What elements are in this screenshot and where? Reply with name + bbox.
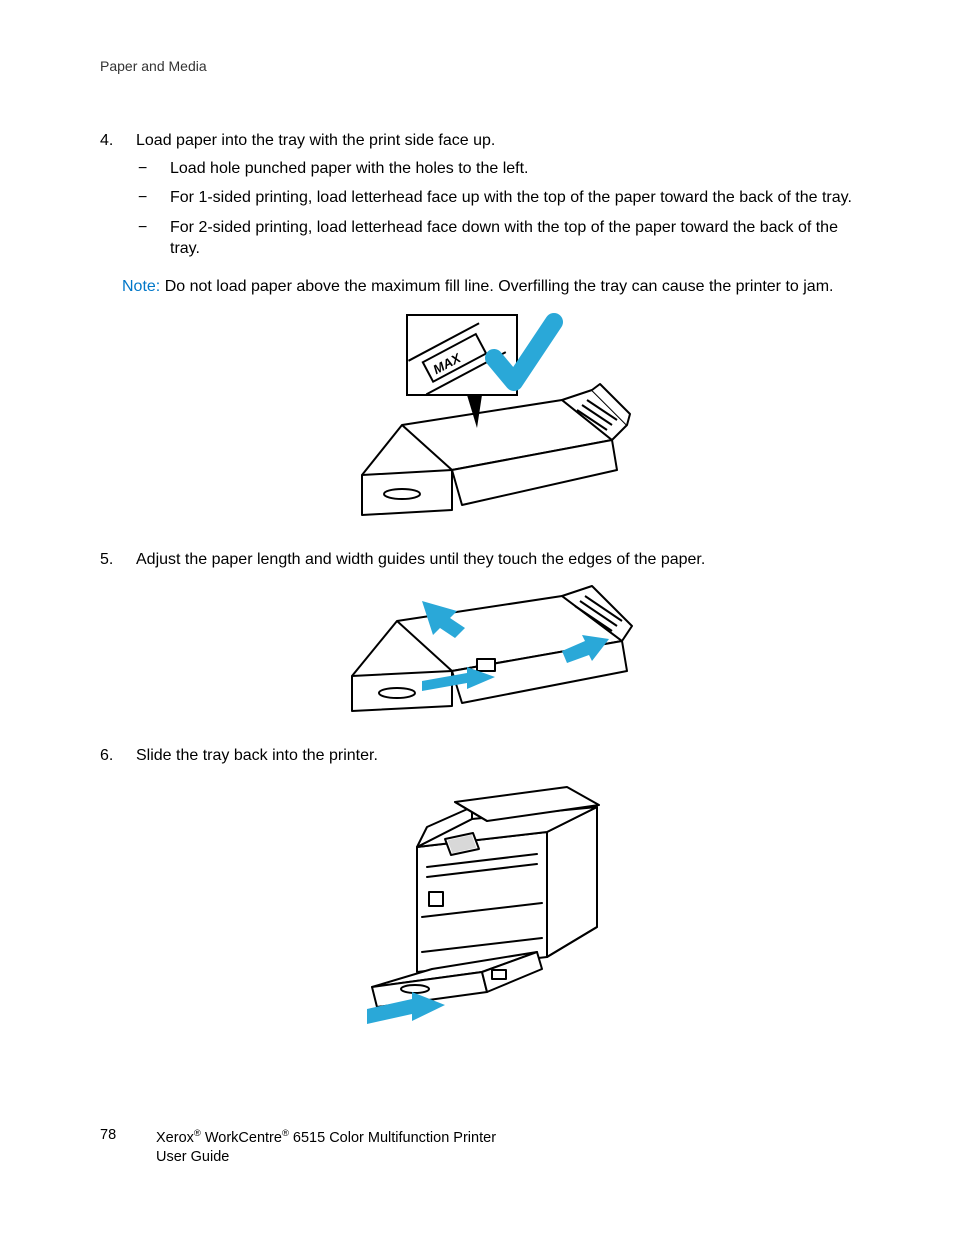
- step-4-text: Load paper into the tray with the print …: [136, 130, 864, 152]
- step-4-sub-3: − For 2-sided printing, load letterhead …: [136, 217, 864, 260]
- step-4-sub-2-text: For 1-sided printing, load letterhead fa…: [170, 187, 864, 209]
- note-text: Do not load paper above the maximum fill…: [160, 278, 833, 295]
- note-block: Note: Do not load paper above the maximu…: [100, 276, 864, 298]
- section-header: Paper and Media: [100, 58, 864, 74]
- dash-icon: −: [136, 158, 170, 180]
- step-4: 4. Load paper into the tray with the pri…: [100, 130, 864, 268]
- step-4-number: 4.: [100, 130, 136, 268]
- step-5-text: Adjust the paper length and width guides…: [136, 549, 864, 571]
- footer-line-2: User Guide: [156, 1148, 496, 1167]
- footer-line-1: Xerox® WorkCentre® 6515 Color Multifunct…: [156, 1127, 496, 1148]
- tray-max-illustration: MAX: [332, 310, 632, 525]
- figure-max-fill: MAX: [100, 310, 864, 532]
- step-4-sub-1-text: Load hole punched paper with the holes t…: [170, 158, 864, 180]
- step-6-number: 6.: [100, 745, 136, 767]
- dash-icon: −: [136, 217, 170, 260]
- content-region: 4. Load paper into the tray with the pri…: [100, 130, 864, 1034]
- step-5-number: 5.: [100, 549, 136, 571]
- note-label: Note:: [122, 278, 160, 295]
- figure-adjust-guides: [100, 581, 864, 728]
- dash-icon: −: [136, 187, 170, 209]
- page-number: 78: [100, 1127, 156, 1143]
- page-footer: 78 Xerox® WorkCentre® 6515 Color Multifu…: [100, 1127, 496, 1167]
- step-4-sub-2: − For 1-sided printing, load letterhead …: [136, 187, 864, 209]
- step-4-sub-1: − Load hole punched paper with the holes…: [136, 158, 864, 180]
- tray-guides-illustration: [327, 581, 637, 721]
- step-5: 5. Adjust the paper length and width gui…: [100, 549, 864, 571]
- printer-illustration: [337, 777, 627, 1027]
- step-6: 6. Slide the tray back into the printer.: [100, 745, 864, 767]
- step-4-sub-3-text: For 2-sided printing, load letterhead fa…: [170, 217, 864, 260]
- figure-slide-tray: [100, 777, 864, 1034]
- step-6-text: Slide the tray back into the printer.: [136, 745, 864, 767]
